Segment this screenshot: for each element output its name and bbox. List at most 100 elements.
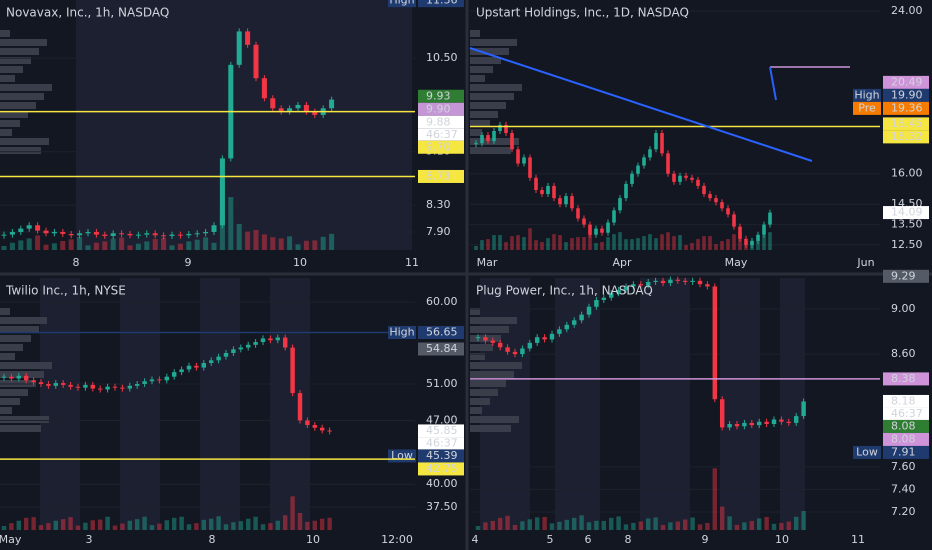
candle (727, 424, 732, 428)
candle (636, 165, 640, 174)
x-tick-label: 11 (405, 256, 419, 269)
volume-profile (0, 39, 47, 46)
candle (9, 376, 14, 379)
candle (18, 228, 24, 232)
price-tag-label: 9.88 (426, 115, 451, 128)
volume-bar (579, 515, 584, 530)
y-tick-label: 9.00 (891, 302, 916, 315)
candle (654, 133, 658, 150)
candle (219, 158, 225, 226)
volume-bar (83, 522, 88, 530)
session-shade (40, 278, 80, 530)
volume-profile (0, 389, 28, 396)
volume-profile (0, 371, 44, 378)
x-tick-label: 10 (293, 256, 307, 269)
volume-bar (771, 523, 777, 530)
volume-bar (546, 238, 550, 250)
volume-bar (319, 518, 325, 530)
volume-bar (144, 241, 150, 250)
volume-bar (46, 523, 51, 530)
candle (771, 419, 777, 425)
y-tick-label: 7.20 (891, 505, 916, 518)
volume-bar (245, 518, 251, 530)
volume-profile (470, 353, 485, 360)
volume-bar (558, 235, 562, 250)
volume-bar (238, 521, 244, 530)
volume-bar (219, 211, 225, 250)
candle (618, 198, 622, 211)
volume-bar (528, 228, 532, 250)
x-tick-label: Mar (477, 256, 498, 269)
volume-bar (612, 234, 616, 250)
candle (720, 202, 724, 209)
volume-bar (719, 506, 725, 530)
price-tag (883, 432, 929, 446)
candle (594, 299, 599, 307)
candle (149, 379, 155, 382)
volume-bar (520, 521, 525, 530)
candle (549, 333, 555, 340)
volume-bar (164, 520, 170, 530)
volume-bar (749, 520, 755, 530)
volume-profile (0, 147, 41, 154)
candle (660, 280, 666, 284)
candle (112, 386, 118, 388)
volume-profile (0, 84, 52, 91)
volume-profile (470, 84, 522, 91)
candle (762, 224, 766, 235)
volume-bar (570, 238, 574, 250)
candle (534, 177, 538, 190)
candle (638, 284, 644, 286)
volume-bar (268, 523, 273, 530)
volume-bar (616, 516, 621, 530)
tag-name: High (389, 326, 414, 339)
price-tag-label: 8.73 (426, 169, 451, 182)
candle (312, 111, 318, 115)
candle (105, 386, 110, 390)
volume-bar (102, 241, 108, 250)
volume-bar (712, 468, 718, 530)
volume-bar (542, 516, 547, 530)
volume-bar (475, 526, 481, 530)
candle (768, 212, 772, 225)
candle (750, 240, 754, 245)
candle (295, 104, 301, 109)
volume-bar (149, 525, 155, 530)
volume-profile (0, 111, 28, 118)
volume-bar (35, 235, 41, 250)
candle (268, 338, 273, 341)
volume-bar (779, 522, 784, 530)
volume-bar (750, 242, 754, 250)
volume-bar (16, 520, 22, 530)
volume-bar (756, 239, 760, 250)
candle (135, 234, 141, 236)
candle (236, 31, 242, 65)
volume-bar (696, 239, 700, 250)
volume-profile (470, 371, 514, 378)
x-tick-label: 9 (185, 256, 192, 269)
y-tick-label: 60.00 (426, 295, 458, 308)
volume-bar (320, 236, 326, 250)
volume-bar (660, 234, 664, 250)
volume-bar (522, 237, 526, 250)
price-tag (883, 101, 929, 115)
volume-bar (668, 522, 673, 530)
candle (119, 233, 125, 235)
candle (516, 149, 520, 164)
volume-bar (23, 517, 29, 530)
candle (552, 185, 556, 199)
price-tag (883, 117, 929, 131)
candle (171, 372, 177, 377)
x-tick-label: Jun (856, 256, 874, 269)
volume-bar (486, 239, 490, 250)
price-tag-label: 9.93 (426, 89, 451, 102)
volume-bar (645, 518, 651, 530)
price-tag-label: 14.09 (891, 206, 923, 219)
price-tag (883, 419, 929, 433)
candle (540, 189, 544, 195)
session-shade (120, 278, 160, 530)
candle (630, 173, 634, 184)
x-tick-label: 8 (209, 533, 216, 546)
candle (16, 375, 22, 379)
